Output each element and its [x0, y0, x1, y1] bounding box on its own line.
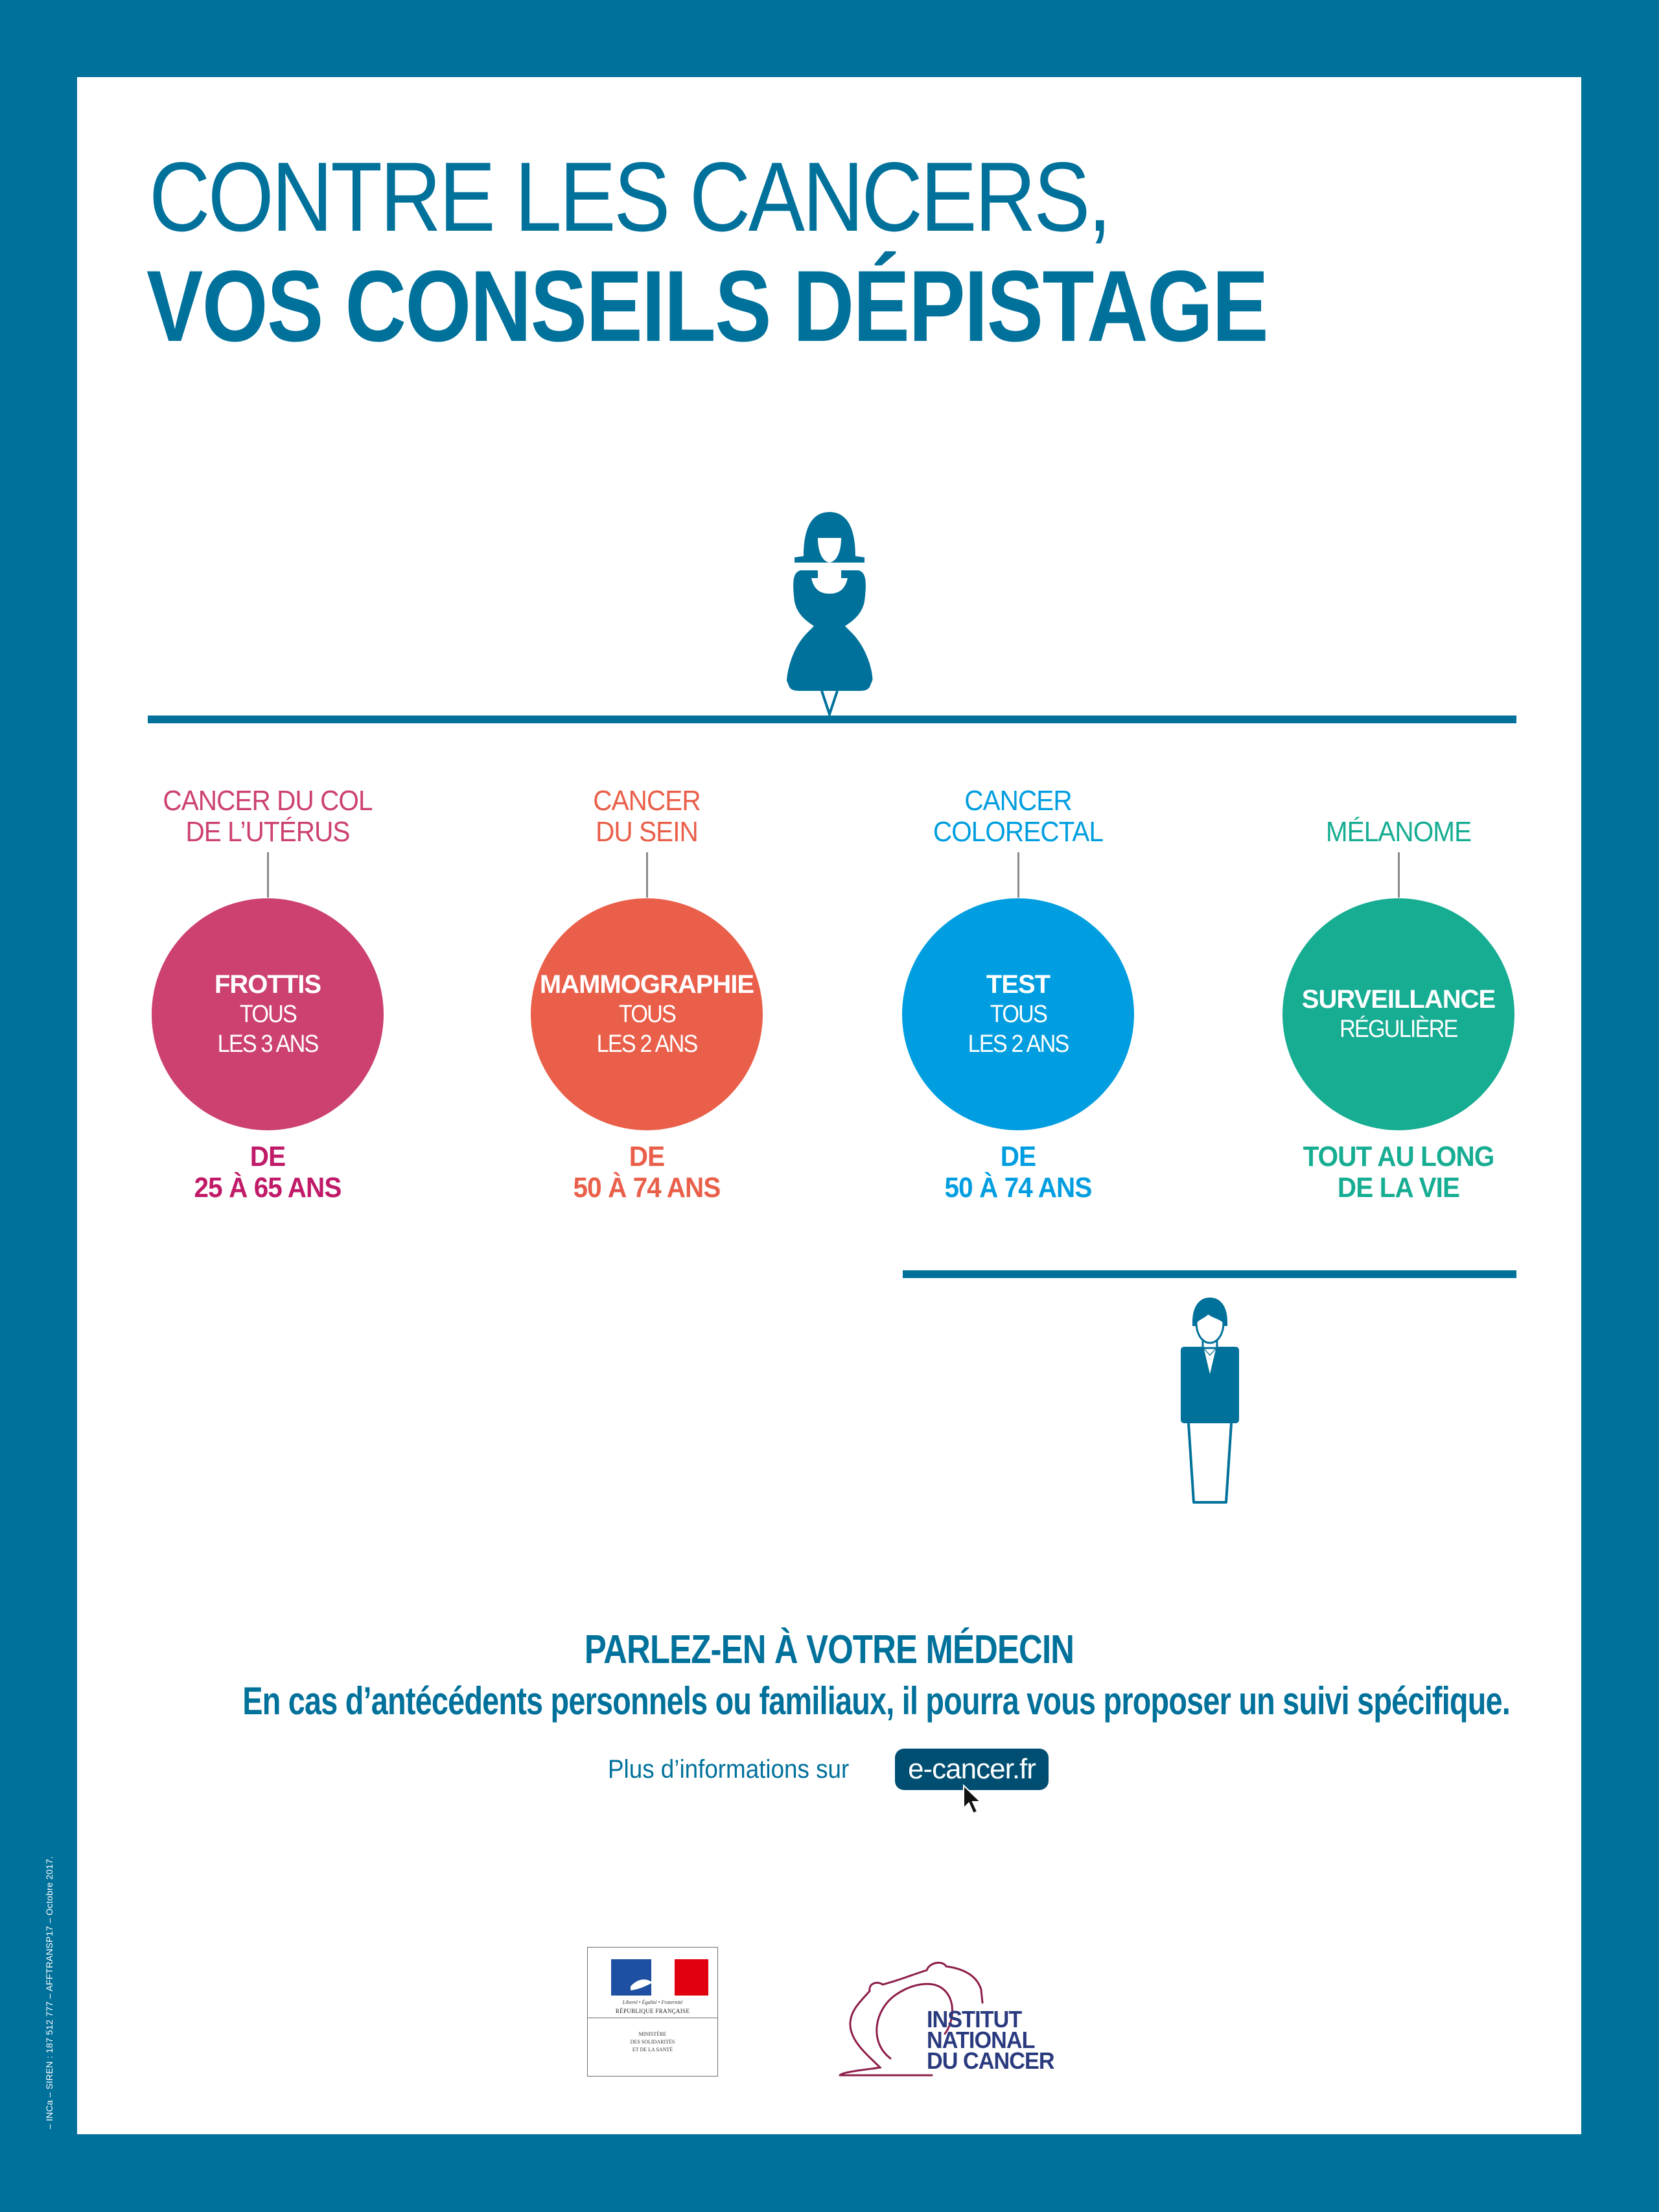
- category-label: CANCER: [593, 785, 701, 817]
- frequency: LES 2 ANS: [968, 1030, 1070, 1058]
- age-range: 50 À 74 ANS: [944, 1172, 1093, 1204]
- category-label: DE L’UTÉRUS: [185, 816, 350, 848]
- age-range: 25 À 65 ANS: [194, 1172, 342, 1204]
- ministry-line: DES SOLIDARITÉS: [630, 2039, 675, 2045]
- test-name: TEST: [986, 970, 1050, 999]
- frequency: LES 2 ANS: [596, 1030, 699, 1058]
- screening-circle: TEST TOUS LES 2 ANS: [902, 898, 1134, 1130]
- category-label: COLORECTAL: [933, 816, 1104, 848]
- rf-logo-top: Liberté • Égalité • Fraternité RÉPUBLIQU…: [588, 1948, 717, 2018]
- screening-circle: FROTTIS TOUS LES 3 ANS: [152, 898, 384, 1130]
- republique-francaise-logo: Liberté • Égalité • Fraternité RÉPUBLIQU…: [587, 1947, 718, 2077]
- category-label: CANCER DU COL: [163, 785, 373, 817]
- connector-line: [1017, 852, 1019, 898]
- age-range: DE LA VIE: [1337, 1172, 1460, 1204]
- frequency: LES 3 ANS: [217, 1030, 319, 1058]
- screening-circle: SURVEILLANCE RÉGULIÈRE: [1282, 898, 1514, 1130]
- age-range: DE: [249, 1141, 286, 1172]
- cta-subtitle: En cas d’antécédents personnels ou famil…: [242, 1679, 1511, 1723]
- woman-icon: [787, 512, 873, 717]
- inca-figure-icon: [839, 1961, 984, 2077]
- frequency: RÉGULIÈRE: [1340, 1016, 1458, 1043]
- age-range: DE: [1000, 1141, 1036, 1172]
- men-timeline-line: [903, 1270, 1516, 1278]
- category-label: DU SEIN: [596, 816, 699, 848]
- connector-line: [1398, 852, 1400, 898]
- frequency: TOUS: [990, 1001, 1047, 1028]
- legal-side-text: – INCa – SIREN : 187 512 777 – AFFTRANSP…: [44, 1856, 54, 2129]
- cta-title: PARLEZ-EN À VOTRE MÉDECIN: [584, 1627, 1074, 1672]
- more-info-label: Plus d’informations sur: [608, 1755, 850, 1784]
- connector-line: [267, 852, 269, 898]
- rf-motto: Liberté • Égalité • Fraternité: [622, 1999, 683, 2005]
- title-line-1: CONTRE LES CANCERS,: [149, 142, 1111, 252]
- women-timeline-line: [148, 716, 1516, 723]
- age-range: TOUT AU LONG: [1303, 1141, 1495, 1172]
- frequency: TOUS: [618, 1001, 676, 1028]
- inca-line: INSTITUT: [927, 2006, 1022, 2032]
- inca-line: DU CANCER: [927, 2047, 1055, 2074]
- rf-name: RÉPUBLIQUE FRANÇAISE: [615, 2008, 690, 2014]
- category-label: MÉLANOME: [1325, 816, 1472, 848]
- inca-wordmark: INSTITUT NATIONAL DU CANCER: [927, 2006, 1055, 2074]
- e-cancer-link[interactable]: e-cancer.fr: [895, 1749, 1049, 1790]
- ministry-name: MINISTÈRE DES SOLIDARITÉS ET DE LA SANTÉ: [588, 2031, 717, 2054]
- connector-line: [646, 852, 648, 898]
- frequency: TOUS: [239, 1001, 297, 1028]
- test-name: SURVEILLANCE: [1301, 985, 1496, 1014]
- test-name: FROTTIS: [214, 970, 321, 999]
- ministry-line: MINISTÈRE: [638, 2031, 667, 2037]
- screening-circle: MAMMOGRAPHIE TOUS LES 2 ANS: [531, 898, 763, 1130]
- age-range: DE: [629, 1141, 665, 1172]
- marianne-flag-icon: [611, 1959, 708, 1996]
- inca-line: NATIONAL: [927, 2027, 1035, 2053]
- title-line-2: VOS CONSEILS DÉPISTAGE: [146, 250, 1269, 363]
- test-name: MAMMOGRAPHIE: [539, 970, 754, 999]
- man-icon: [1181, 1298, 1239, 1504]
- mouse-cursor-icon: [963, 1784, 982, 1815]
- age-range: 50 À 74 ANS: [573, 1172, 721, 1204]
- category-label: CANCER: [964, 785, 1072, 817]
- ministry-line: ET DE LA SANTÉ: [632, 2047, 673, 2053]
